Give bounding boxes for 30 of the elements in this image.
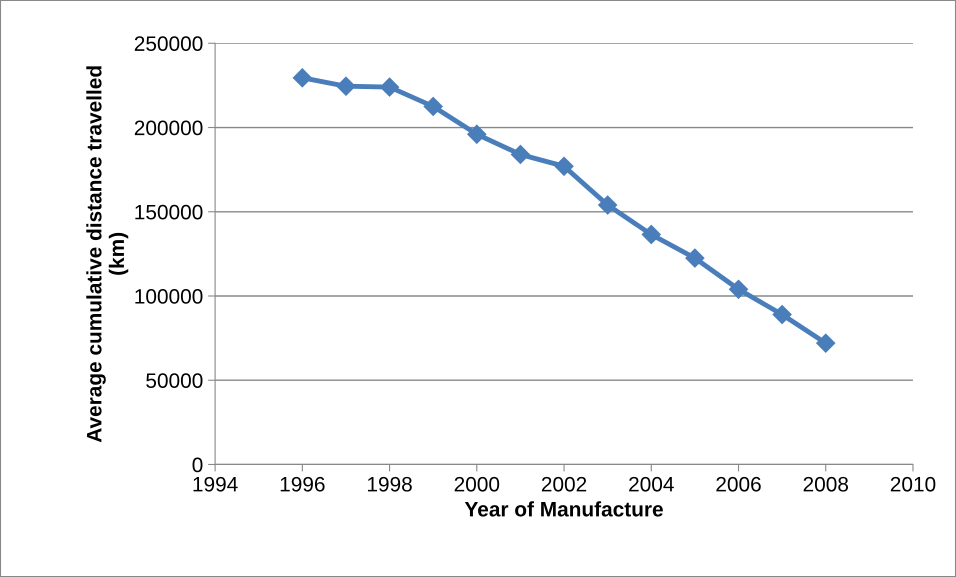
x-tick-label: 2002	[542, 476, 586, 492]
point	[336, 76, 356, 96]
y-tick-label: 50000	[146, 373, 202, 388]
point	[816, 334, 836, 353]
point	[292, 68, 312, 88]
y-tick-label: 100000	[135, 289, 202, 304]
y-tick-label: 0	[192, 457, 202, 472]
x-axis-title: Year of Manufacture	[464, 501, 663, 517]
point	[772, 305, 792, 324]
point	[467, 124, 486, 144]
point	[424, 96, 443, 116]
x-tick-label: 2004	[629, 476, 674, 492]
x-tick-label: 2000	[454, 476, 500, 492]
y-tick-label: 250000	[134, 36, 202, 52]
x-tick-label: 1994	[194, 476, 238, 492]
point	[642, 224, 661, 244]
x-tick-label: 2010	[890, 476, 936, 492]
point	[598, 195, 618, 215]
point	[380, 78, 400, 97]
y-axis-title: Average cumulative distance travelled (km)	[86, 66, 128, 442]
point	[728, 280, 748, 299]
point	[685, 248, 704, 268]
y-tick-label: 200000	[134, 120, 202, 136]
y-tick-label: 150000	[135, 204, 202, 220]
x-tick-label: 2006	[716, 476, 761, 492]
point	[510, 144, 530, 164]
x-tick-label: 1996	[280, 476, 325, 492]
point	[554, 156, 574, 176]
x-tick-label: 1998	[368, 476, 412, 492]
x-tick-label: 2008	[804, 476, 848, 492]
